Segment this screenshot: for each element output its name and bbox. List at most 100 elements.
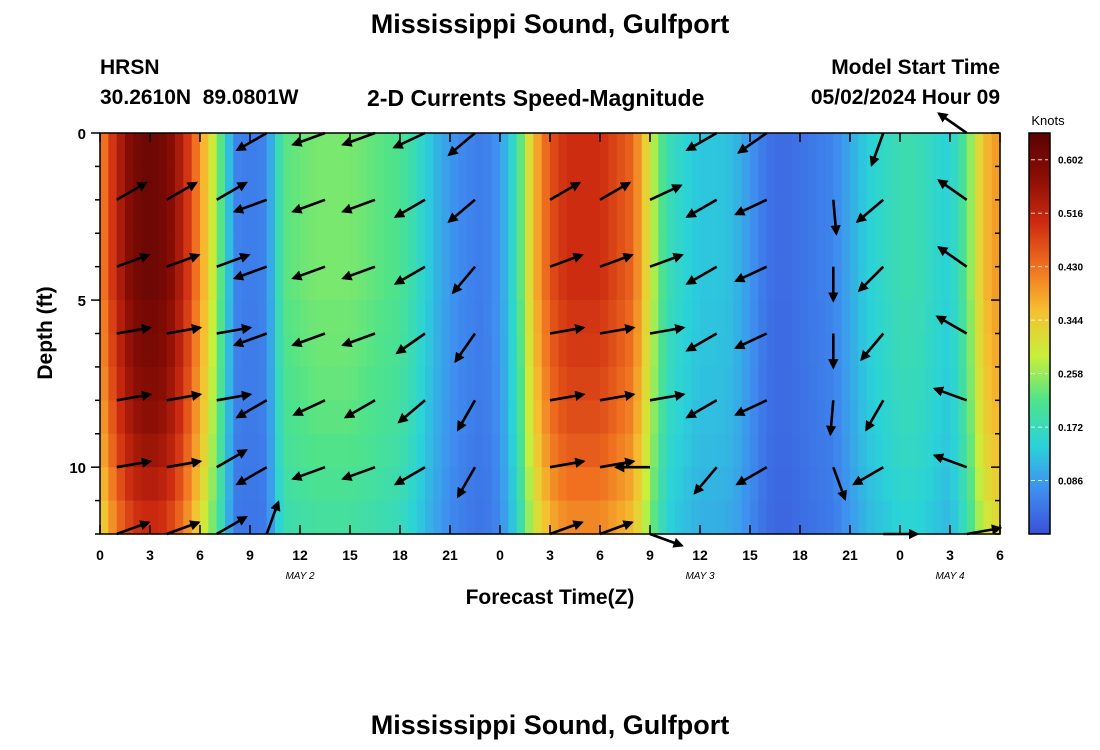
heat-cell xyxy=(550,467,559,502)
heat-cell xyxy=(400,199,409,234)
heat-cell xyxy=(516,433,526,468)
heat-cell xyxy=(150,500,159,535)
heat-cell xyxy=(358,133,368,168)
heat-cell xyxy=(533,400,543,435)
heat-cell xyxy=(291,333,301,368)
heat-cell xyxy=(558,199,568,234)
heat-cell xyxy=(608,366,618,401)
heat-cell xyxy=(641,500,651,535)
heat-cell xyxy=(408,266,418,301)
heat-cell xyxy=(308,400,318,435)
heat-cell xyxy=(525,400,534,435)
date-label: MAY 3 xyxy=(685,571,715,582)
heat-cell xyxy=(508,333,518,368)
heat-cell xyxy=(575,467,584,502)
heat-cell xyxy=(958,467,968,502)
heat-cell xyxy=(866,233,876,268)
heat-cell xyxy=(700,233,709,268)
heat-cell xyxy=(266,500,276,535)
heat-cell xyxy=(375,433,384,468)
heat-cell xyxy=(691,199,701,234)
heat-cell xyxy=(641,333,651,368)
current-vector xyxy=(937,112,968,135)
heat-cell xyxy=(683,300,693,335)
heat-cell xyxy=(458,166,468,201)
heat-cell xyxy=(866,500,876,535)
heat-cell xyxy=(525,366,534,401)
heat-cell xyxy=(450,300,459,335)
heat-cell xyxy=(125,366,134,401)
heat-cell xyxy=(750,266,759,301)
heat-cell xyxy=(966,199,976,234)
heat-cell xyxy=(841,300,851,335)
heat-cell xyxy=(108,333,118,368)
heat-cell xyxy=(533,433,543,468)
heat-cell xyxy=(925,266,934,301)
heat-cell xyxy=(950,467,959,502)
heat-cell xyxy=(450,467,459,502)
heat-cell xyxy=(775,266,784,301)
heat-cell xyxy=(250,133,259,168)
current-vector xyxy=(235,131,268,152)
heat-cell xyxy=(958,233,968,268)
heat-cell xyxy=(908,366,918,401)
heat-cell xyxy=(700,300,709,335)
colorbar-tick-label: 0.602 xyxy=(1058,156,1083,167)
heat-cell xyxy=(433,266,443,301)
heat-cell xyxy=(100,467,109,502)
heat-cell xyxy=(858,433,868,468)
heat-cell xyxy=(841,400,851,435)
heat-cell xyxy=(200,133,209,168)
heat-cell xyxy=(575,199,584,234)
heat-cell xyxy=(775,467,784,502)
heat-cell xyxy=(108,233,118,268)
heat-cell xyxy=(183,333,193,368)
heat-cell xyxy=(991,366,1001,401)
heat-cell xyxy=(208,333,218,368)
heat-cell xyxy=(625,300,634,335)
heat-cell xyxy=(416,467,426,502)
heat-cell xyxy=(375,166,384,201)
heat-cell xyxy=(933,133,943,168)
date-label: MAY 4 xyxy=(935,571,965,582)
heat-cell xyxy=(991,400,1001,435)
current-vector xyxy=(685,131,718,152)
heat-cell xyxy=(100,400,109,435)
heat-cell xyxy=(241,300,251,335)
heat-cell xyxy=(916,199,926,234)
heat-cell xyxy=(416,199,426,234)
heat-cell xyxy=(658,266,668,301)
heat-cell xyxy=(216,133,226,168)
heat-cell xyxy=(650,333,659,368)
heat-cell xyxy=(691,500,701,535)
heat-cell xyxy=(325,233,334,268)
heat-cell xyxy=(691,266,701,301)
heat-cell xyxy=(591,400,601,435)
heat-cell xyxy=(975,400,984,435)
heat-cell xyxy=(850,199,859,234)
heat-cell xyxy=(550,400,559,435)
heat-cell xyxy=(191,433,201,468)
heat-cell xyxy=(900,467,909,502)
heat-cell xyxy=(800,500,809,535)
current-vector xyxy=(292,399,326,416)
heat-cell xyxy=(833,433,843,468)
heat-cell xyxy=(741,333,751,368)
heat-cell xyxy=(900,333,909,368)
heat-cell xyxy=(258,500,268,535)
heat-cell xyxy=(466,500,476,535)
heat-cell xyxy=(533,233,543,268)
heat-cell xyxy=(516,166,526,201)
heat-cell xyxy=(900,400,909,435)
heat-cell xyxy=(300,233,309,268)
heat-cell xyxy=(591,500,601,535)
heat-cell xyxy=(666,266,676,301)
heat-cell xyxy=(450,500,459,535)
heat-cell xyxy=(708,333,718,368)
heat-cell xyxy=(800,166,809,201)
heat-cell xyxy=(750,500,759,535)
heat-cell xyxy=(775,233,784,268)
heat-cell xyxy=(350,300,359,335)
heat-cell xyxy=(616,467,626,502)
current-vector xyxy=(166,252,201,268)
